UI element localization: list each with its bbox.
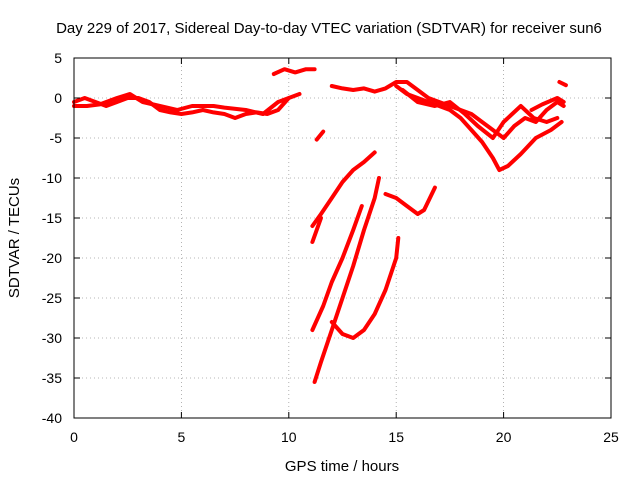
x-tick-label: 0 [70,429,78,445]
y-tick-label: -40 [42,410,62,426]
chart-title: Day 229 of 2017, Sidereal Day-to-day VTE… [56,20,602,37]
y-tick-label: 0 [54,90,62,106]
grid-lines [74,58,611,418]
series-track-d [314,129,326,142]
data-series [72,67,568,384]
series-track-c [271,67,317,76]
series-track-h [529,96,566,112]
y-tick-label: -5 [50,130,63,146]
y-tick-label: -20 [42,250,62,266]
plot-frame [73,57,612,419]
y-axis-label: SDTVAR / TECUs [6,178,23,298]
y-tick-label: -25 [42,290,62,306]
series-track-n [329,236,401,340]
x-tick-label: 5 [178,429,186,445]
series-track-i [557,80,568,88]
series-track-f [394,84,564,172]
series-track-e [329,80,566,140]
series-track-k [310,216,323,244]
x-tick-label: 15 [388,429,404,445]
y-tick-label: 5 [54,50,62,66]
series-track-j [310,150,377,228]
series-track-o [383,185,437,216]
y-tick-label: -30 [42,330,62,346]
series-track-l [310,204,364,332]
y-tick-label: -15 [42,210,62,226]
series-track-m [312,176,381,384]
x-tick-label: 20 [496,429,512,445]
series-track-b [72,92,291,116]
series-track-g [400,88,560,140]
x-tick-label: 25 [603,429,619,445]
x-axis-label: GPS time / hours [285,458,399,475]
y-tick-label: -35 [42,370,62,386]
y-tick-label: -10 [42,170,62,186]
axis-ticks: 0 5 10 15 20 25 5 0 -5 -10 -15 -20 -25 -30 -35 -40 [42,50,619,445]
x-tick-label: 10 [281,429,297,445]
